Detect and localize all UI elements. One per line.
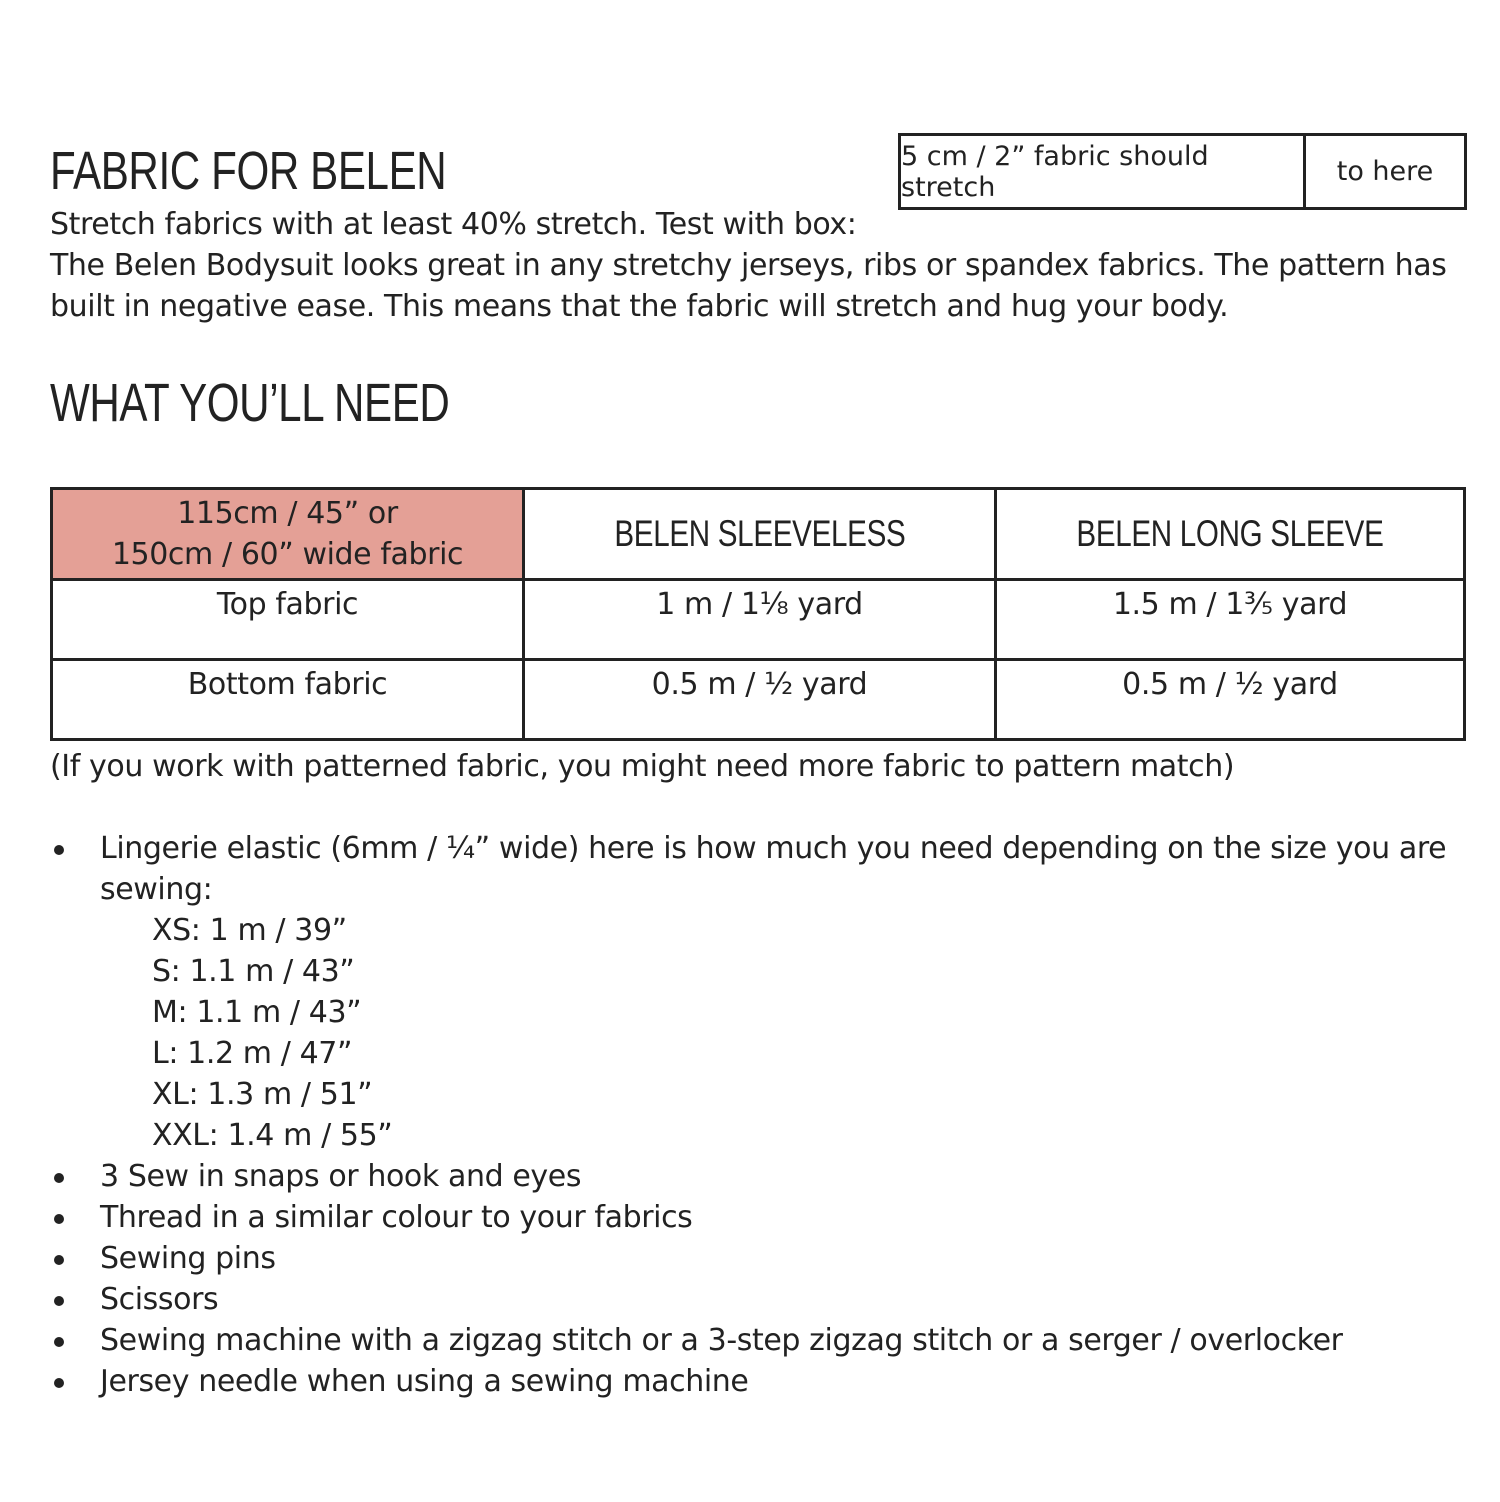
size-item: XS: 1 m / 39” (152, 913, 347, 948)
pattern-note: (If you work with patterned fabric, you … (50, 749, 1235, 784)
list-item: Scissors (50, 1279, 1470, 1320)
size-item: S: 1.1 m / 43” (152, 954, 355, 989)
item-text: Jersey needle when using a sewing machin… (100, 1364, 749, 1399)
bullet-icon (54, 845, 64, 855)
fabric-title: FABRIC FOR BELEN (50, 141, 447, 201)
item-text: Sewing machine with a zigzag stitch or a… (100, 1323, 1343, 1358)
item-text: Thread in a similar colour to your fabri… (100, 1200, 693, 1235)
supplies-list: Lingerie elastic (6mm / ¼” wide) here is… (50, 828, 1470, 1402)
sleeveless-value: 1 m / 1⅛ yard (522, 578, 997, 661)
sleeveless-header: BELEN SLEEVELESS (522, 487, 997, 581)
stretch-box-end: to here (1303, 133, 1467, 210)
item-text: 3 Sew in snaps or hook and eyes (100, 1159, 582, 1194)
bullet-icon (54, 1378, 64, 1388)
size-item: XXL: 1.4 m / 55” (152, 1118, 393, 1153)
bullet-icon (54, 1255, 64, 1265)
header-line-1: 115cm / 45” or (177, 496, 398, 531)
bullet-icon (54, 1173, 64, 1183)
stretch-box-label: 5 cm / 2” fabric should stretch (901, 140, 1209, 203)
row-label: Bottom fabric (50, 658, 525, 741)
fabric-width-header: 115cm / 45” or 150cm / 60” wide fabric (50, 487, 525, 581)
table-row: Bottom fabric 0.5 m / ½ yard 0.5 m / ½ y… (50, 658, 1466, 741)
description-line-2: built in negative ease. This means that … (50, 289, 1229, 324)
long-sleeve-value: 1.5 m / 1⅗ yard (994, 578, 1466, 661)
list-item: Sewing pins (50, 1238, 1470, 1279)
header-line-2: 150cm / 60” wide fabric (111, 537, 464, 572)
item-text: Sewing pins (100, 1241, 276, 1276)
table-header-row: 115cm / 45” or 150cm / 60” wide fabric B… (50, 487, 1466, 581)
list-item: Thread in a similar colour to your fabri… (50, 1197, 1470, 1238)
stretch-box-start: 5 cm / 2” fabric should stretch (898, 133, 1306, 210)
size-item: XL: 1.3 m / 51” (152, 1077, 373, 1112)
long-sleeve-header: BELEN LONG SLEEVE (994, 487, 1466, 581)
fabric-requirements-table: 115cm / 45” or 150cm / 60” wide fabric B… (50, 487, 1466, 741)
bullet-icon (54, 1214, 64, 1224)
size-item: L: 1.2 m / 47” (152, 1036, 353, 1071)
bullet-icon (54, 1337, 64, 1347)
table-row: Top fabric 1 m / 1⅛ yard 1.5 m / 1⅗ yard (50, 578, 1466, 661)
item-text: Scissors (100, 1282, 219, 1317)
long-sleeve-value: 0.5 m / ½ yard (994, 658, 1466, 741)
elastic-line-2: sewing: (100, 872, 213, 907)
sleeveless-value: 0.5 m / ½ yard (522, 658, 997, 741)
size-item: M: 1.1 m / 43” (152, 995, 362, 1030)
needs-title: WHAT YOU’LL NEED (50, 373, 450, 433)
elastic-line-1: Lingerie elastic (6mm / ¼” wide) here is… (100, 831, 1447, 866)
stretch-line: Stretch fabrics with at least 40% stretc… (50, 207, 857, 242)
list-item: Lingerie elastic (6mm / ¼” wide) here is… (50, 828, 1470, 1156)
row-label: Top fabric (50, 578, 525, 661)
sleeveless-header-label: BELEN SLEEVELESS (613, 513, 906, 554)
list-item: Sewing machine with a zigzag stitch or a… (50, 1320, 1470, 1361)
list-item: 3 Sew in snaps or hook and eyes (50, 1156, 1470, 1197)
list-item: Jersey needle when using a sewing machin… (50, 1361, 1470, 1402)
stretch-box-end-label: to here (1336, 156, 1434, 187)
long-sleeve-header-label: BELEN LONG SLEEVE (1076, 513, 1384, 554)
description-line-1: The Belen Bodysuit looks great in any st… (50, 248, 1447, 283)
bullet-icon (54, 1296, 64, 1306)
